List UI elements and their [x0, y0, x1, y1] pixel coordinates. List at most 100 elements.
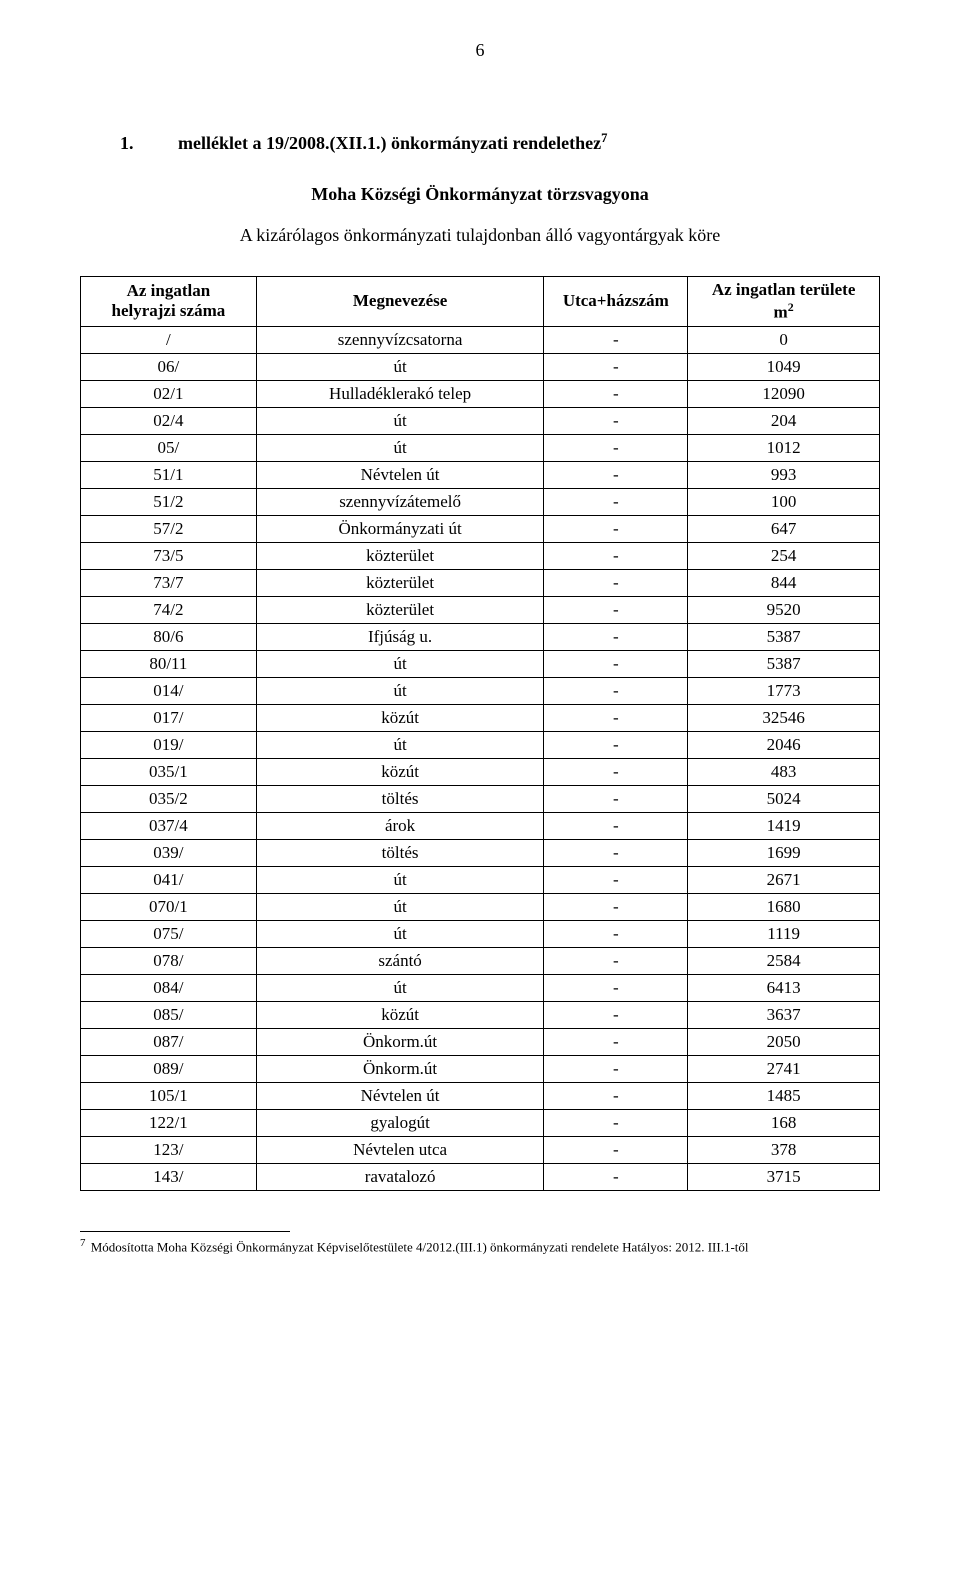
table-row: 084/út-6413: [81, 974, 880, 1001]
cell-addr: -: [544, 839, 688, 866]
footnote-number: 7: [80, 1237, 86, 1249]
table-row: 74/2közterület-9520: [81, 596, 880, 623]
table-row: 80/11út-5387: [81, 650, 880, 677]
cell-addr: -: [544, 542, 688, 569]
cell-addr: -: [544, 650, 688, 677]
cell-name: Névtelen utca: [256, 1136, 544, 1163]
cell-addr: -: [544, 1163, 688, 1190]
cell-name: út: [256, 677, 544, 704]
cell-area: 844: [688, 569, 880, 596]
cell-area: 1680: [688, 893, 880, 920]
cell-area: 100: [688, 488, 880, 515]
cell-addr: -: [544, 1001, 688, 1028]
cell-id: 73/7: [81, 569, 257, 596]
cell-id: 122/1: [81, 1109, 257, 1136]
cell-area: 32546: [688, 704, 880, 731]
table-row: 51/2szennyvízátemelő-100: [81, 488, 880, 515]
sub-heading: Moha Községi Önkormányzat törzsvagyona: [80, 184, 880, 205]
table-row: 019/út-2046: [81, 731, 880, 758]
cell-addr: -: [544, 326, 688, 353]
table-row: 041/út-2671: [81, 866, 880, 893]
cell-id: 123/: [81, 1136, 257, 1163]
table-row: 02/1Hulladéklerakó telep-12090: [81, 380, 880, 407]
cell-area: 254: [688, 542, 880, 569]
table-row: 73/7közterület-844: [81, 569, 880, 596]
cell-addr: -: [544, 407, 688, 434]
table-row: 085/közút-3637: [81, 1001, 880, 1028]
cell-addr: -: [544, 1055, 688, 1082]
cell-id: 041/: [81, 866, 257, 893]
table-row: 80/6Ifjúság u.-5387: [81, 623, 880, 650]
cell-addr: -: [544, 785, 688, 812]
table-header-row: Az ingatlan helyrajzi száma Megnevezése …: [81, 277, 880, 327]
cell-id: 035/2: [81, 785, 257, 812]
cell-area: 5387: [688, 650, 880, 677]
cell-name: közút: [256, 704, 544, 731]
cell-name: szennyvízátemelő: [256, 488, 544, 515]
cell-addr: -: [544, 920, 688, 947]
cell-name: út: [256, 974, 544, 1001]
cell-addr: -: [544, 515, 688, 542]
table-row: 039/töltés-1699: [81, 839, 880, 866]
cell-area: 1419: [688, 812, 880, 839]
th-name: Megnevezése: [256, 277, 544, 327]
desc-line: A kizárólagos önkormányzati tulajdonban …: [80, 225, 880, 246]
cell-id: 06/: [81, 353, 257, 380]
property-table: Az ingatlan helyrajzi száma Megnevezése …: [80, 276, 880, 1191]
table-row: 143/ravatalozó-3715: [81, 1163, 880, 1190]
cell-id: 037/4: [81, 812, 257, 839]
page-number: 6: [80, 40, 880, 61]
cell-area: 993: [688, 461, 880, 488]
cell-area: 6413: [688, 974, 880, 1001]
cell-id: 51/1: [81, 461, 257, 488]
cell-area: 1049: [688, 353, 880, 380]
table-row: 57/2Önkormányzati út-647: [81, 515, 880, 542]
cell-addr: -: [544, 488, 688, 515]
table-body: /szennyvízcsatorna-006/út-104902/1Hullad…: [81, 326, 880, 1190]
cell-id: 070/1: [81, 893, 257, 920]
heading: 1. melléklet a 19/2008.(XII.1.) önkormán…: [80, 131, 880, 154]
cell-area: 378: [688, 1136, 880, 1163]
cell-name: Önkorm.út: [256, 1028, 544, 1055]
cell-addr: -: [544, 1109, 688, 1136]
cell-addr: -: [544, 1136, 688, 1163]
cell-addr: -: [544, 758, 688, 785]
table-row: /szennyvízcsatorna-0: [81, 326, 880, 353]
cell-name: út: [256, 407, 544, 434]
cell-addr: -: [544, 1082, 688, 1109]
table-row: 078/szántó-2584: [81, 947, 880, 974]
cell-id: 019/: [81, 731, 257, 758]
table-row: 070/1út-1680: [81, 893, 880, 920]
footnote: 7 Módosította Moha Községi Önkormányzat …: [80, 1236, 880, 1256]
cell-area: 3715: [688, 1163, 880, 1190]
table-row: 73/5közterület-254: [81, 542, 880, 569]
cell-addr: -: [544, 596, 688, 623]
cell-addr: -: [544, 434, 688, 461]
cell-area: 168: [688, 1109, 880, 1136]
cell-id: 084/: [81, 974, 257, 1001]
cell-area: 3637: [688, 1001, 880, 1028]
cell-addr: -: [544, 380, 688, 407]
cell-addr: -: [544, 569, 688, 596]
cell-id: 017/: [81, 704, 257, 731]
cell-area: 1119: [688, 920, 880, 947]
th-area: Az ingatlan területe m2: [688, 277, 880, 327]
cell-name: ravatalozó: [256, 1163, 544, 1190]
cell-addr: -: [544, 353, 688, 380]
cell-name: út: [256, 866, 544, 893]
cell-area: 1012: [688, 434, 880, 461]
cell-id: 02/4: [81, 407, 257, 434]
table-row: 06/út-1049: [81, 353, 880, 380]
table-row: 105/1Névtelen út-1485: [81, 1082, 880, 1109]
cell-area: 483: [688, 758, 880, 785]
cell-id: 51/2: [81, 488, 257, 515]
cell-id: 105/1: [81, 1082, 257, 1109]
cell-area: 5024: [688, 785, 880, 812]
table-row: 51/1Névtelen út-993: [81, 461, 880, 488]
cell-addr: -: [544, 704, 688, 731]
cell-name: szennyvízcsatorna: [256, 326, 544, 353]
table-row: 014/út-1773: [81, 677, 880, 704]
cell-id: 80/6: [81, 623, 257, 650]
cell-name: út: [256, 920, 544, 947]
cell-area: 5387: [688, 623, 880, 650]
